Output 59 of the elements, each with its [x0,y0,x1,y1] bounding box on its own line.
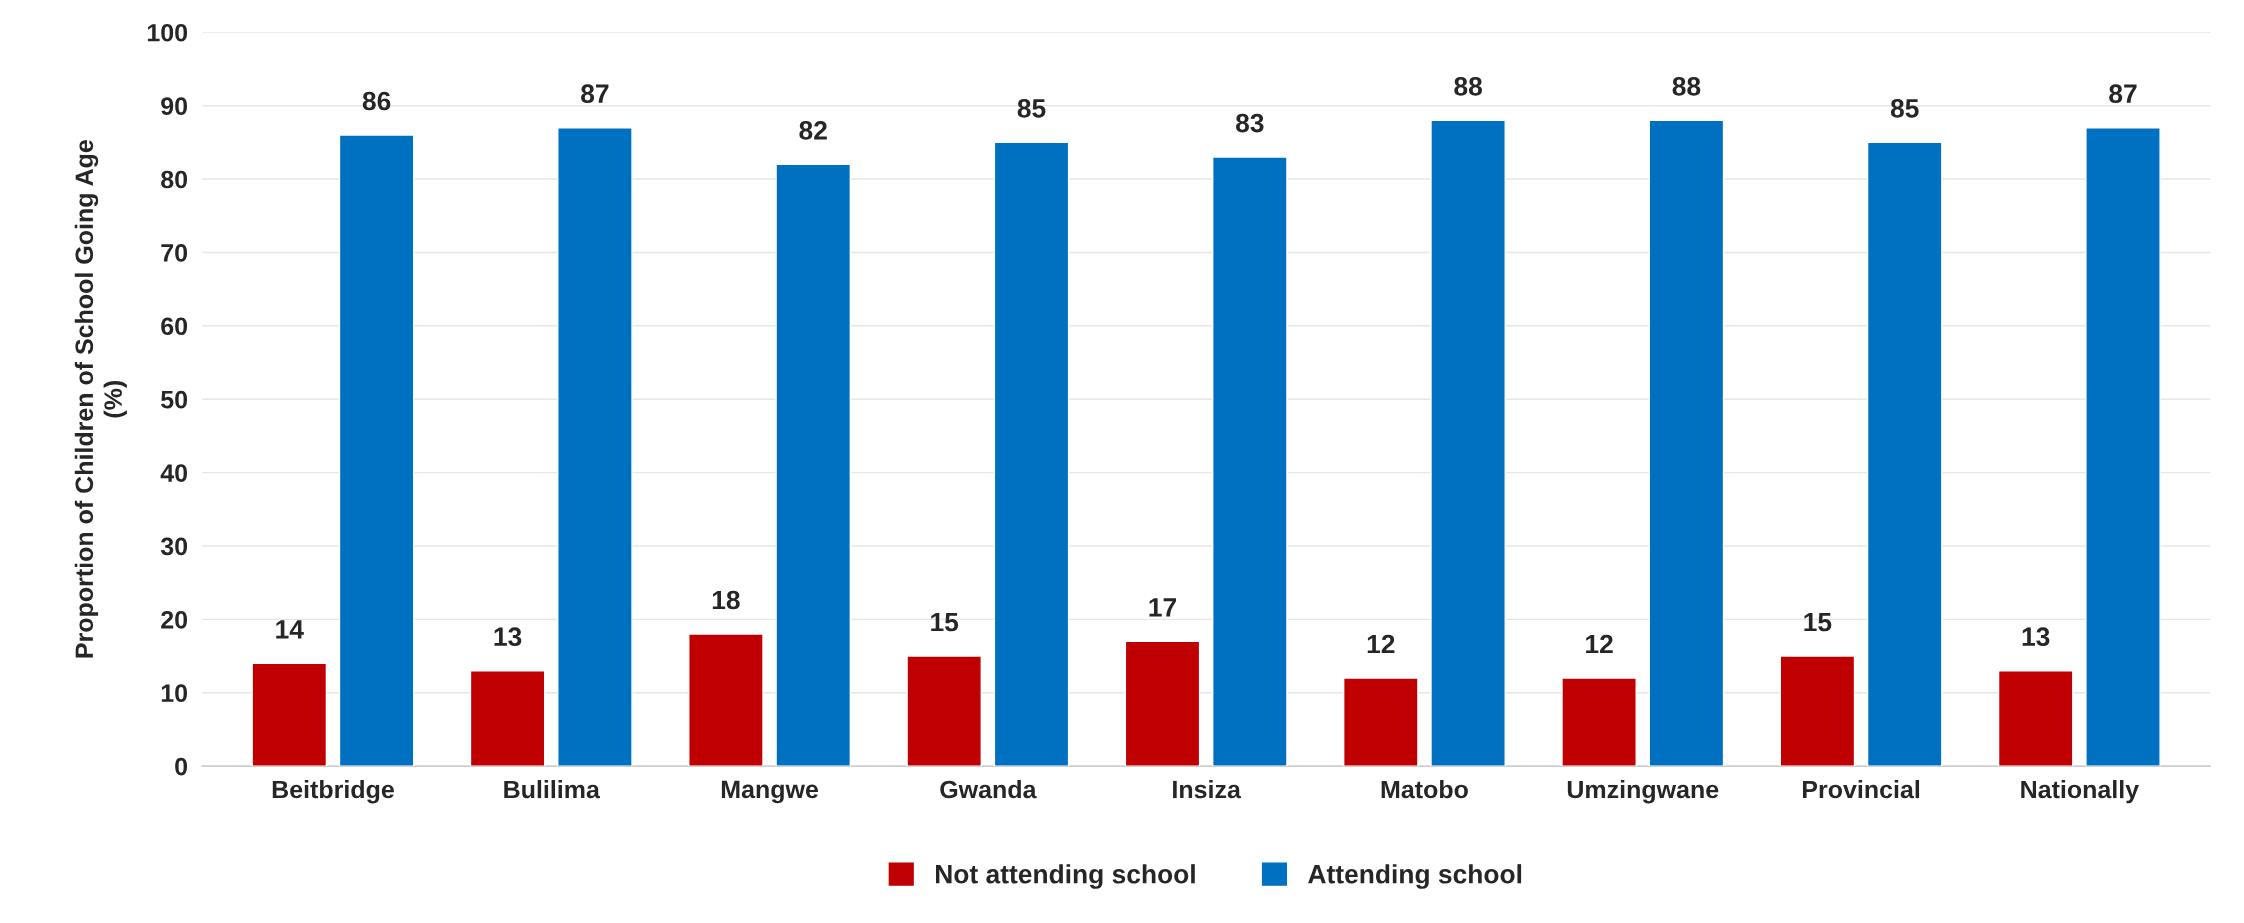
x-tick-label: Matobo [1381,779,1468,799]
y-tick-label: 40 [160,464,188,482]
y-tick-label: 60 [161,317,188,336]
data-label: 85 [1017,99,1046,118]
data-label: 86 [362,91,391,111]
bar [1997,670,2074,767]
data-label: 83 [1235,113,1264,133]
y-axis-title: Proportion of Children of School Going Age (%) [74,140,127,658]
data-label: 87 [581,84,609,104]
bar [1779,655,1856,767]
data-label: 15 [931,612,959,632]
bar [469,670,546,767]
bar [338,134,415,767]
bar [1648,119,1725,767]
data-label: 12 [1586,634,1613,654]
bar [2085,127,2161,767]
y-tick-label: 100 [147,23,188,42]
y-tick-label: 30 [160,537,188,556]
x-tick-label: Gwanda [940,779,1037,799]
x-tick-label: Umzingwane [1567,779,1719,804]
x-tick-label: Beitbridge [272,779,394,804]
bar [906,655,982,767]
y-tick-label: 10 [161,684,188,703]
x-tick-label: Insiza [1173,779,1242,799]
data-label: 17 [1149,598,1177,617]
y-tick-label: 70 [161,244,188,262]
data-label: 18 [712,590,740,610]
data-label: 88 [1454,77,1482,96]
data-label: 14 [276,620,304,639]
bar [775,163,852,767]
bar [1342,677,1419,767]
data-label: 88 [1672,77,1701,96]
x-tick-label: Nationally [2021,779,2139,804]
y-tick-label: 20 [161,610,188,629]
x-tick-label: Mangwe [721,780,819,804]
data-label: 82 [799,121,827,140]
y-tick-label: 0 [175,757,188,776]
data-label: 13 [2022,627,2050,647]
data-label: 12 [1367,634,1395,654]
y-tick-label: 80 [161,170,188,189]
bar [993,141,1070,767]
bar [1866,141,1943,767]
y-tick-label: 50 [161,390,188,409]
legend-label: Attending school [1308,864,1522,889]
data-label: 13 [494,627,522,647]
bar [1561,677,1637,767]
legend-label: Not attending school [936,864,1195,889]
y-tick-label: 90 [161,97,188,115]
bar [1430,119,1506,767]
data-label: 85 [1890,99,1919,118]
bar [1212,156,1288,767]
x-tick-label: Bulilima [504,779,601,799]
data-label: 87 [2109,84,2137,104]
bar [251,662,328,767]
bar [688,633,764,767]
bar [1124,640,1201,767]
data-label: 15 [1804,612,1832,632]
x-tick-label: Provincial [1802,779,1920,799]
bar [557,127,633,767]
